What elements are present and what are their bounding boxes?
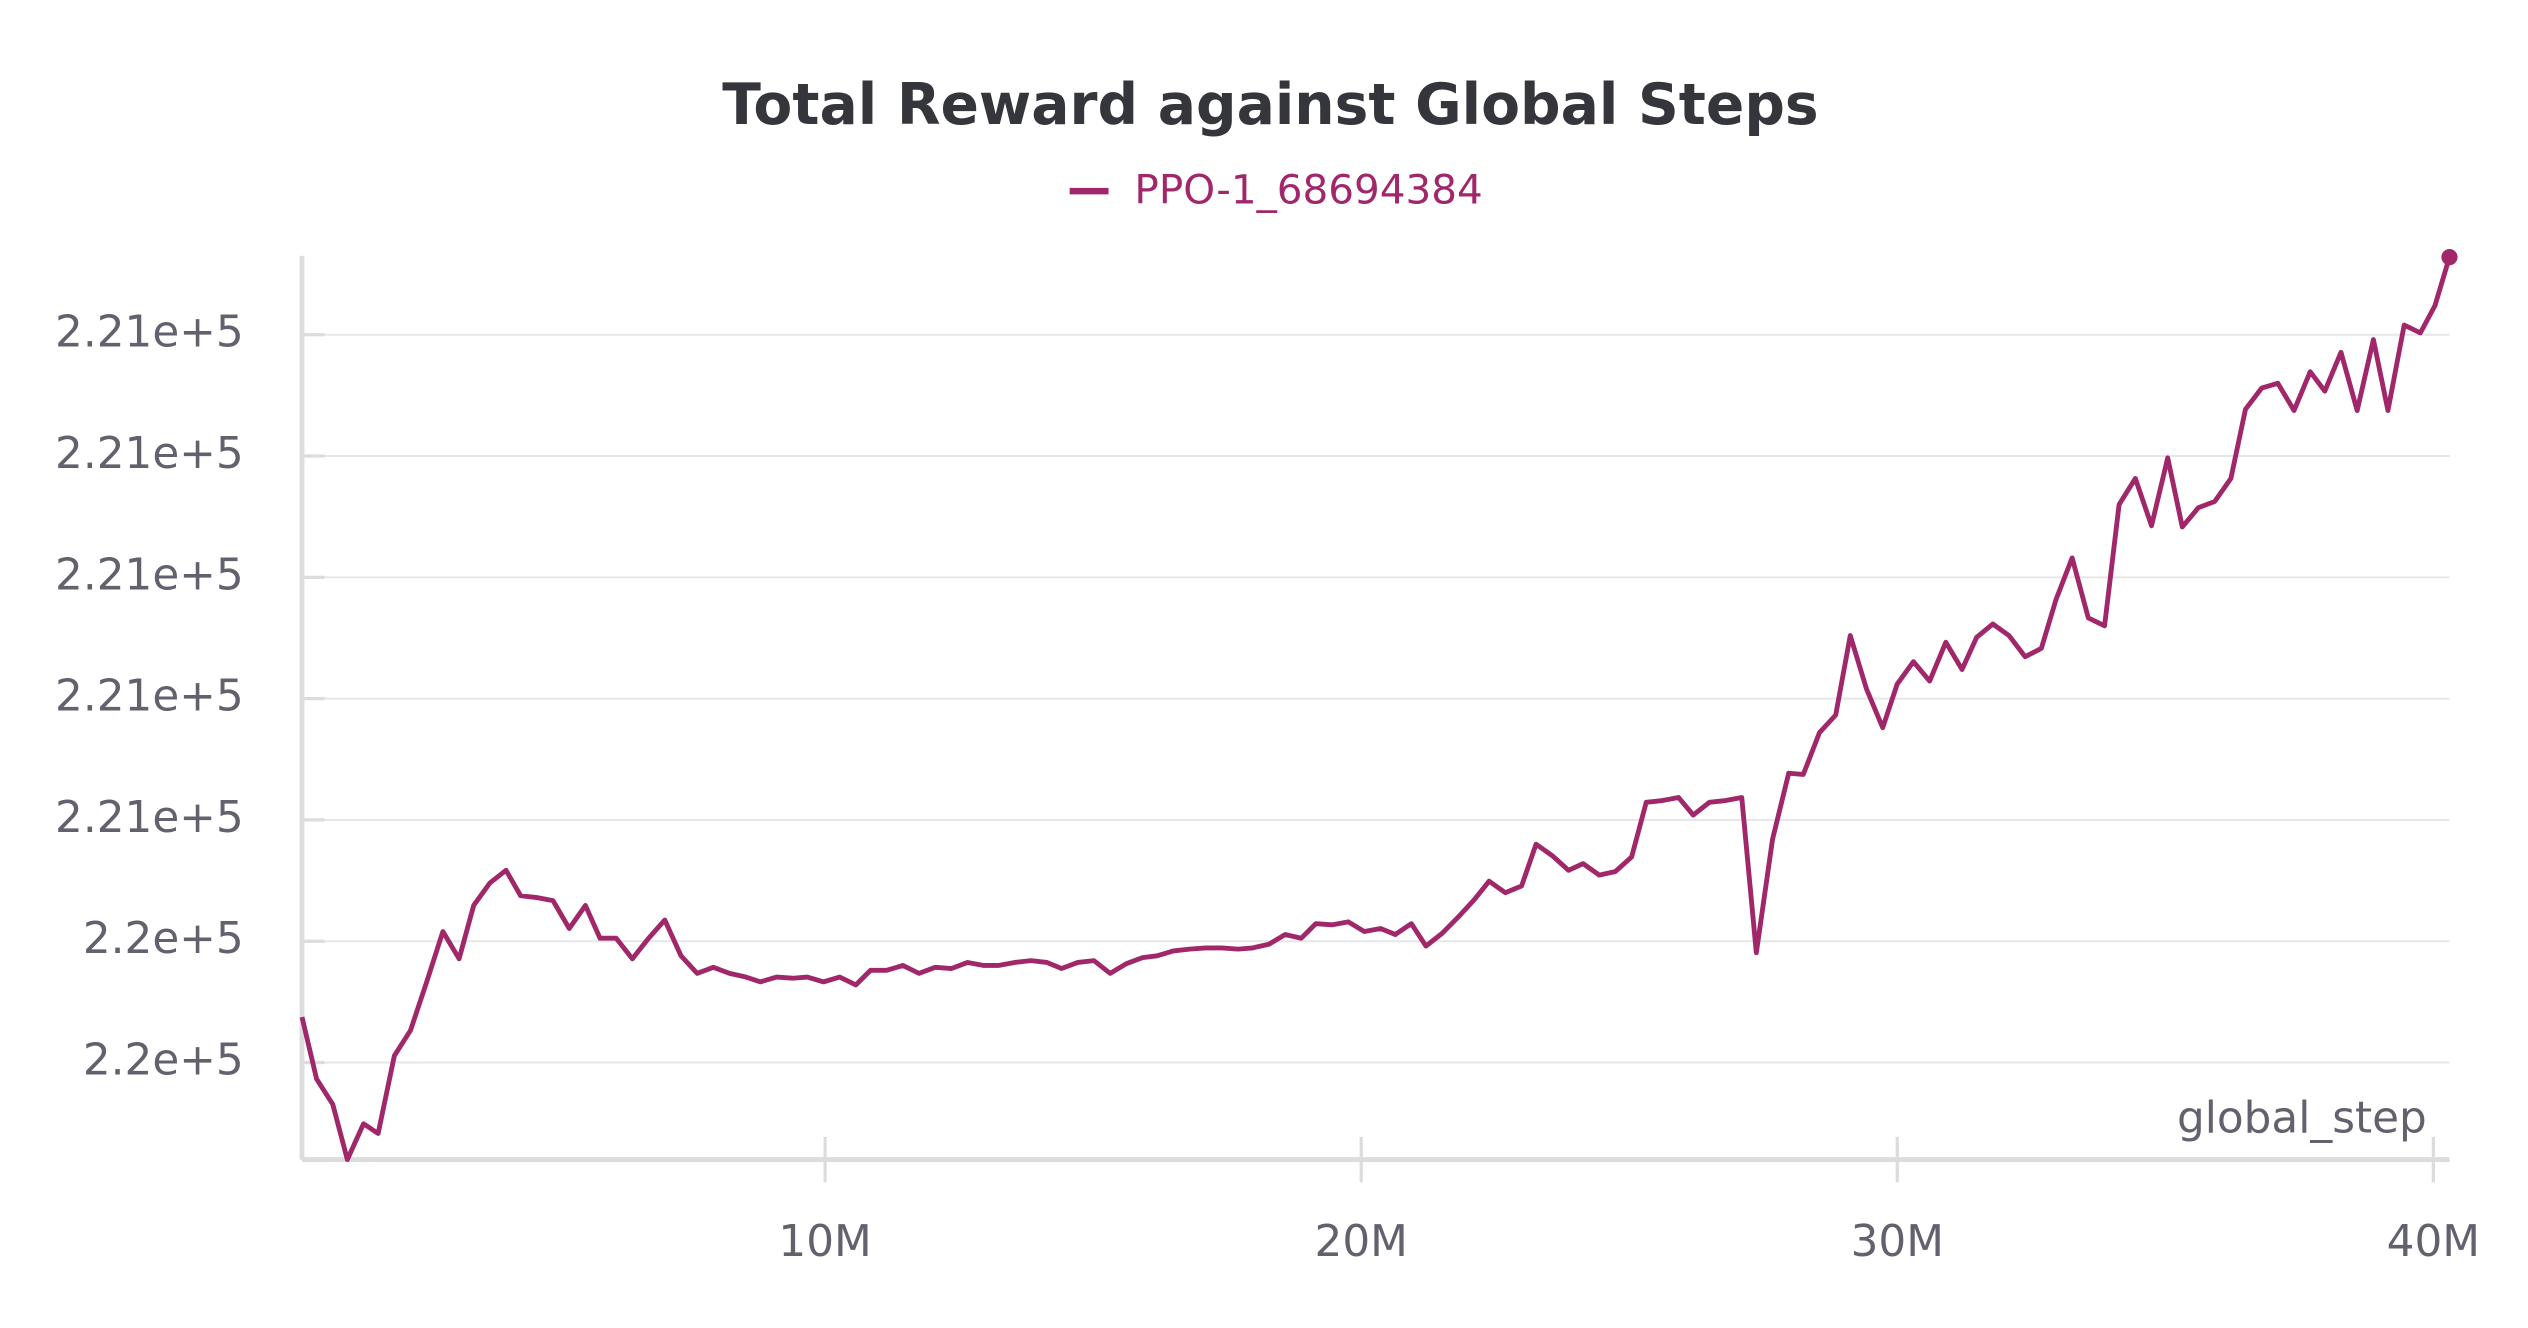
y-tick-label: 2.21e+5	[55, 307, 244, 358]
x-axis-label: global_step	[2177, 1093, 2427, 1144]
y-tick-label: 2.21e+5	[55, 428, 244, 479]
y-tick-label: 2.2e+5	[83, 1035, 244, 1086]
series-line	[299, 256, 2452, 1163]
x-tick-label: 30M	[1851, 1216, 1944, 1267]
y-tick-label: 2.21e+5	[55, 549, 244, 600]
end-point	[2441, 248, 2458, 266]
y-tick-label: 2.21e+5	[55, 792, 244, 843]
legend-label: PPO-1_68694384	[1134, 166, 1482, 214]
chart-title: Total Reward against Global Steps	[722, 72, 1818, 138]
y-tick-label: 2.2e+5	[83, 913, 244, 964]
x-tick-label: 40M	[2387, 1216, 2480, 1267]
x-tick-label: 20M	[1315, 1216, 1408, 1267]
x-tick-label: 10M	[778, 1216, 871, 1267]
y-tick-label: 2.21e+5	[55, 671, 244, 722]
